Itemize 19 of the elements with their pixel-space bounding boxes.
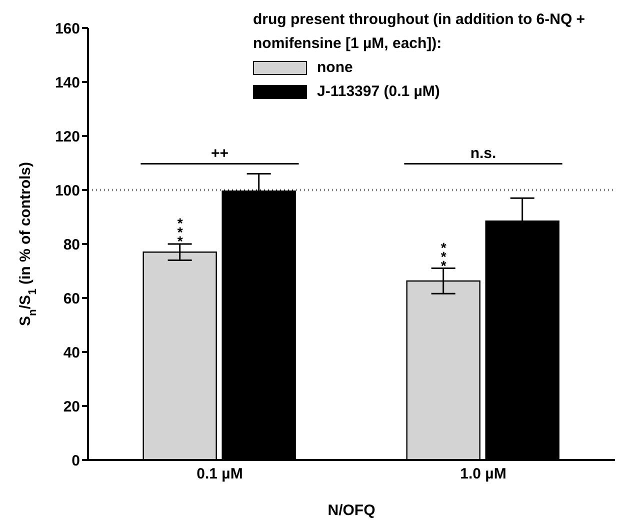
y-tick-label: 160 [54, 20, 80, 38]
y-tick-label: 0 [72, 452, 80, 470]
data-label: *** [177, 215, 184, 249]
annotation: n.s. [470, 144, 496, 162]
x-tick-label: 0.1 µM [196, 466, 243, 483]
x-tick-label: 1.0 µM [460, 466, 506, 483]
x-axis-title: N/OFQ [328, 502, 376, 519]
legend-label: J-113397 (0.1 µM) [317, 82, 440, 102]
y-tick-label: 140 [54, 74, 80, 92]
data-label: *** [440, 239, 447, 274]
legend-label: none [317, 58, 353, 78]
y-tick-label: 120 [54, 128, 80, 146]
y-tick-label: 100 [54, 182, 80, 200]
y-tick-label: 60 [63, 290, 80, 308]
y-tick-label: 40 [63, 344, 80, 362]
legend-title: drug present throughout (in addition to 6-NQ + nomifensine [1 µM, each]): [253, 10, 586, 54]
y-tick-label: 20 [63, 398, 80, 416]
y-tick-label: 80 [63, 236, 80, 254]
annotation: ++ [210, 144, 229, 162]
